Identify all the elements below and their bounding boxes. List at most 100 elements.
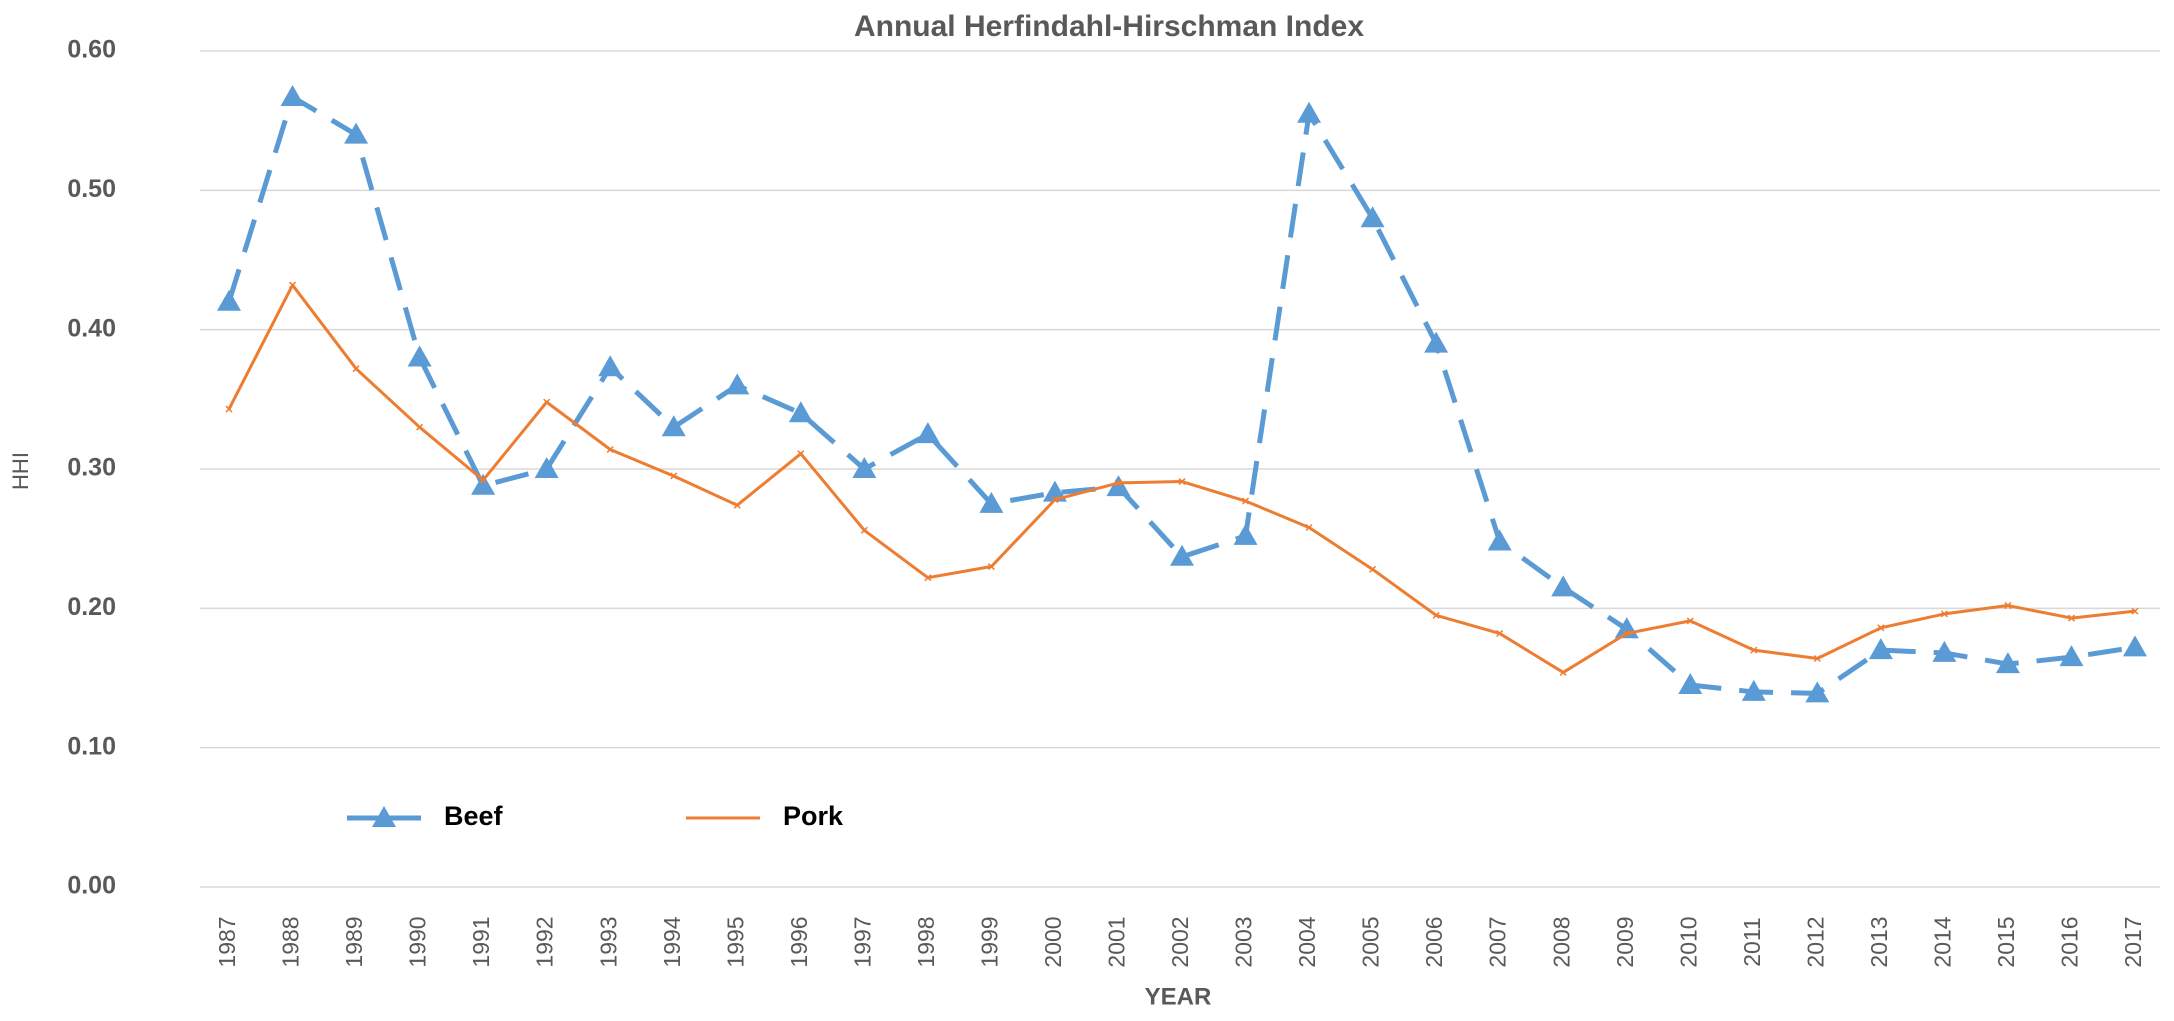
marker [1487, 529, 1512, 551]
marker [1241, 497, 1250, 505]
series-line [226, 94, 2136, 696]
x-tick-label: 2005 [1358, 916, 1384, 967]
marker [1995, 652, 2020, 674]
marker [1432, 611, 1440, 619]
x-tick-label: 2006 [1421, 916, 1447, 967]
x-tick-label: 2007 [1485, 916, 1511, 967]
marker [852, 457, 877, 478]
x-tick-label: 2015 [1993, 916, 2019, 967]
marker [1170, 544, 1194, 566]
marker [1678, 672, 1703, 694]
marker [860, 526, 868, 534]
marker [1369, 565, 1377, 573]
marker [1297, 101, 1322, 123]
marker [1233, 523, 1258, 545]
series [217, 84, 2147, 703]
x-tick-label: 2014 [1929, 916, 1955, 967]
marker [225, 405, 233, 413]
x-tick-label: 2010 [1675, 916, 1701, 967]
marker [407, 345, 432, 367]
marker [1051, 496, 1059, 504]
x-tick-label: 1988 [278, 916, 304, 967]
marker [534, 457, 559, 478]
marker [788, 401, 813, 423]
y-tick-label: 0.40 [67, 314, 116, 342]
chart-title: Annual Herfindahl-Hirschman Index [854, 10, 1364, 43]
x-tick-label: 1994 [659, 916, 685, 967]
marker [2067, 614, 2076, 622]
x-tick-label: 1990 [405, 916, 431, 967]
marker [1868, 638, 1893, 660]
x-axis-label: YEAR [1145, 983, 1212, 1010]
marker [1741, 679, 1766, 701]
x-tick-label: 1992 [532, 916, 558, 967]
x-tick-label: 2013 [1866, 916, 1892, 967]
marker [1686, 617, 1694, 625]
marker [2059, 645, 2084, 667]
marker [661, 415, 686, 437]
marker [2123, 635, 2147, 657]
x-tick-label: 1987 [214, 916, 240, 967]
y-tick-label: 0.20 [67, 593, 116, 621]
marker [1559, 668, 1567, 676]
x-tick-label: 2002 [1167, 916, 1193, 967]
legend-label: Pork [783, 801, 844, 831]
x-tick-label: 2008 [1548, 916, 1574, 967]
marker [1805, 681, 1830, 703]
marker [416, 423, 424, 431]
legend-marker [372, 806, 396, 827]
marker [915, 422, 940, 444]
marker [733, 501, 741, 509]
marker [987, 563, 995, 571]
y-tick-label: 0.50 [67, 175, 116, 203]
marker [1360, 206, 1385, 228]
x-tick-label: 2004 [1294, 916, 1320, 967]
marker [979, 491, 1004, 513]
x-tick-label: 1991 [468, 916, 494, 967]
marker [1178, 478, 1186, 486]
x-tick-label: 2009 [1612, 916, 1638, 967]
marker [1496, 629, 1504, 637]
marker [797, 450, 805, 458]
x-tick-label: 2011 [1739, 917, 1765, 966]
marker [217, 289, 241, 311]
x-tick-label: 2000 [1040, 916, 1066, 967]
marker [543, 398, 551, 406]
legend-label: Beef [444, 801, 504, 831]
marker [280, 84, 305, 106]
marker [1114, 479, 1123, 487]
marker [1042, 480, 1067, 502]
marker [670, 472, 678, 480]
marker [2004, 602, 2012, 610]
marker [606, 445, 614, 454]
series [225, 281, 2139, 676]
y-axis-label: HHI [8, 452, 33, 490]
marker [598, 355, 623, 377]
marker [479, 476, 487, 484]
marker [1932, 640, 1957, 662]
legend-item: Beef [347, 801, 504, 831]
marker [1940, 610, 1948, 618]
marker [725, 373, 750, 395]
marker [924, 574, 932, 582]
y-tick-label: 0.30 [67, 454, 116, 482]
marker [1813, 654, 1821, 663]
x-tick-label: 2003 [1231, 916, 1257, 967]
x-tick-label: 1989 [341, 916, 367, 967]
marker [1305, 523, 1313, 532]
marker [1750, 646, 1758, 654]
x-tick-label: 2016 [2057, 916, 2083, 967]
y-tick-label: 0.10 [67, 732, 116, 760]
marker [1424, 331, 1449, 353]
x-tick-label: 1999 [976, 916, 1002, 967]
marker [2131, 607, 2139, 615]
marker [1877, 624, 1885, 632]
marker [344, 122, 369, 144]
x-tick-label: 2012 [1802, 916, 1828, 967]
x-tick-label: 2001 [1104, 916, 1130, 967]
marker [471, 473, 496, 495]
marker [1551, 575, 1576, 597]
x-tick-label: 2017 [2120, 916, 2146, 967]
marker [289, 281, 297, 289]
